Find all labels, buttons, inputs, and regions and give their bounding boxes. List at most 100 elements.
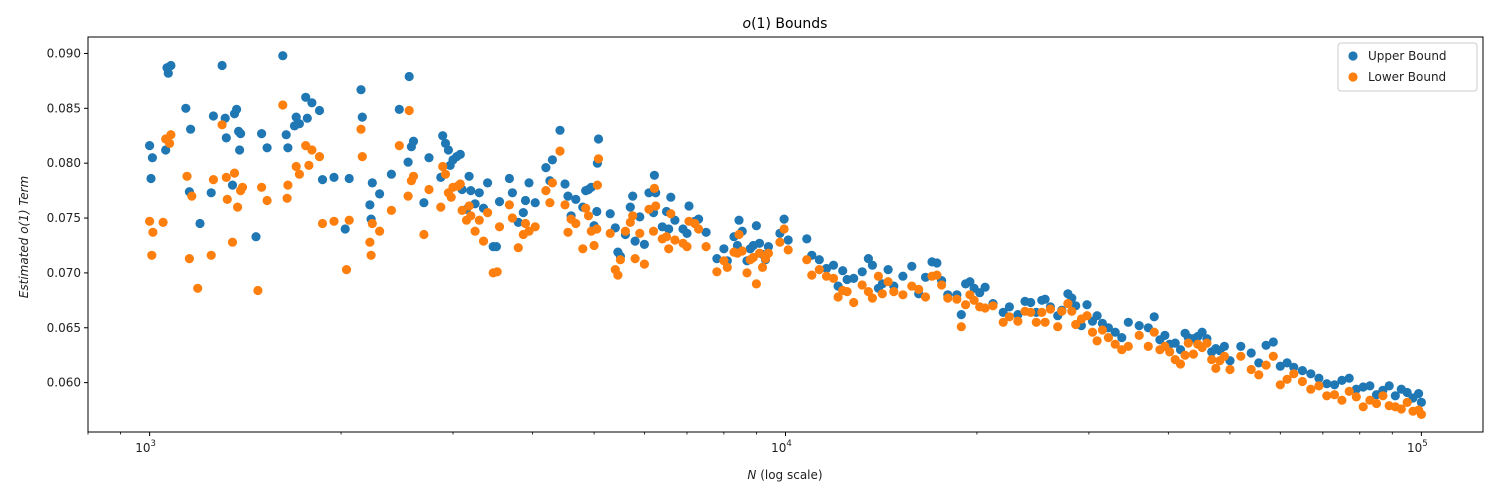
data-point bbox=[828, 273, 839, 283]
data-point bbox=[757, 262, 768, 272]
data-point bbox=[148, 227, 158, 237]
data-point bbox=[547, 155, 558, 165]
data-point bbox=[1188, 349, 1198, 359]
data-point bbox=[367, 178, 377, 188]
data-point bbox=[1344, 373, 1354, 383]
data-point bbox=[1082, 300, 1092, 310]
legend-marker bbox=[1348, 51, 1358, 61]
data-point bbox=[457, 205, 467, 215]
data-point bbox=[1175, 359, 1186, 369]
data-point bbox=[605, 209, 615, 219]
x-label-rest: (log scale) bbox=[756, 468, 822, 482]
data-point bbox=[1082, 311, 1092, 321]
data-point bbox=[221, 172, 231, 182]
data-point bbox=[828, 260, 839, 270]
x-tick-label: 105 bbox=[1407, 439, 1428, 455]
data-point bbox=[1110, 327, 1120, 337]
data-point bbox=[424, 153, 434, 163]
data-point bbox=[1358, 402, 1368, 412]
data-point bbox=[221, 133, 231, 143]
data-point bbox=[1378, 391, 1388, 401]
data-point bbox=[952, 294, 962, 304]
data-point bbox=[578, 244, 588, 254]
data-point bbox=[1236, 341, 1246, 351]
data-point bbox=[1289, 362, 1299, 372]
data-point bbox=[317, 218, 328, 229]
data-point bbox=[1261, 340, 1271, 350]
data-point bbox=[166, 60, 176, 71]
data-point bbox=[814, 265, 824, 275]
data-point bbox=[1170, 338, 1180, 348]
data-point bbox=[625, 202, 635, 212]
data-point bbox=[701, 242, 711, 252]
data-point bbox=[1040, 294, 1050, 304]
data-point bbox=[873, 271, 884, 281]
data-point bbox=[478, 236, 489, 246]
data-point bbox=[530, 198, 540, 208]
data-point bbox=[278, 100, 288, 110]
data-point bbox=[1183, 338, 1193, 348]
data-point bbox=[403, 157, 413, 167]
data-point bbox=[193, 283, 203, 293]
data-point bbox=[1180, 350, 1190, 360]
data-point bbox=[145, 141, 155, 151]
data-point bbox=[282, 193, 292, 203]
data-point bbox=[294, 119, 304, 129]
data-point bbox=[1123, 317, 1133, 327]
data-point bbox=[494, 197, 505, 207]
data-point bbox=[1414, 389, 1424, 399]
data-point bbox=[661, 232, 672, 242]
data-point bbox=[664, 244, 674, 254]
data-point bbox=[956, 322, 966, 332]
data-point bbox=[1314, 381, 1324, 391]
data-point bbox=[367, 218, 377, 229]
data-point bbox=[408, 171, 419, 181]
data-point bbox=[1282, 358, 1292, 368]
data-point bbox=[253, 285, 263, 296]
data-point bbox=[206, 188, 216, 198]
legend-label: Lower Bound bbox=[1368, 70, 1446, 84]
legend-box bbox=[1337, 42, 1478, 92]
data-point bbox=[541, 186, 551, 196]
data-point bbox=[1057, 306, 1067, 316]
data-point bbox=[236, 129, 246, 139]
data-point bbox=[883, 265, 893, 275]
data-point bbox=[630, 254, 640, 264]
data-point bbox=[1314, 373, 1324, 383]
series-1 bbox=[145, 51, 1426, 407]
data-point bbox=[988, 301, 998, 311]
data-point bbox=[386, 205, 396, 215]
data-point bbox=[1344, 386, 1354, 396]
data-point bbox=[712, 267, 722, 277]
data-point bbox=[304, 160, 314, 170]
data-point bbox=[615, 255, 626, 265]
data-point bbox=[474, 188, 484, 198]
data-point bbox=[1031, 317, 1041, 327]
data-point bbox=[620, 226, 631, 236]
legend-label: Upper Bound bbox=[1368, 49, 1447, 63]
data-point bbox=[520, 195, 531, 206]
y-tick-label: 0.070 bbox=[47, 266, 81, 280]
data-point bbox=[932, 258, 942, 268]
data-point bbox=[920, 292, 931, 302]
data-point bbox=[635, 228, 645, 238]
data-point bbox=[436, 202, 446, 212]
data-point bbox=[357, 112, 367, 122]
data-point bbox=[867, 293, 878, 303]
data-point bbox=[1092, 311, 1102, 321]
data-point bbox=[1013, 310, 1023, 320]
data-point bbox=[1337, 395, 1347, 405]
data-point bbox=[639, 259, 650, 269]
data-point bbox=[492, 267, 502, 277]
data-point bbox=[443, 145, 453, 155]
data-point bbox=[969, 295, 979, 305]
data-point bbox=[802, 255, 812, 265]
data-point bbox=[483, 208, 493, 218]
x-tick-label: 103 bbox=[135, 439, 156, 455]
data-point bbox=[184, 254, 194, 264]
data-point bbox=[980, 282, 990, 292]
data-point bbox=[314, 152, 325, 162]
data-point bbox=[404, 105, 414, 116]
data-point bbox=[628, 211, 638, 221]
data-point bbox=[294, 169, 304, 179]
